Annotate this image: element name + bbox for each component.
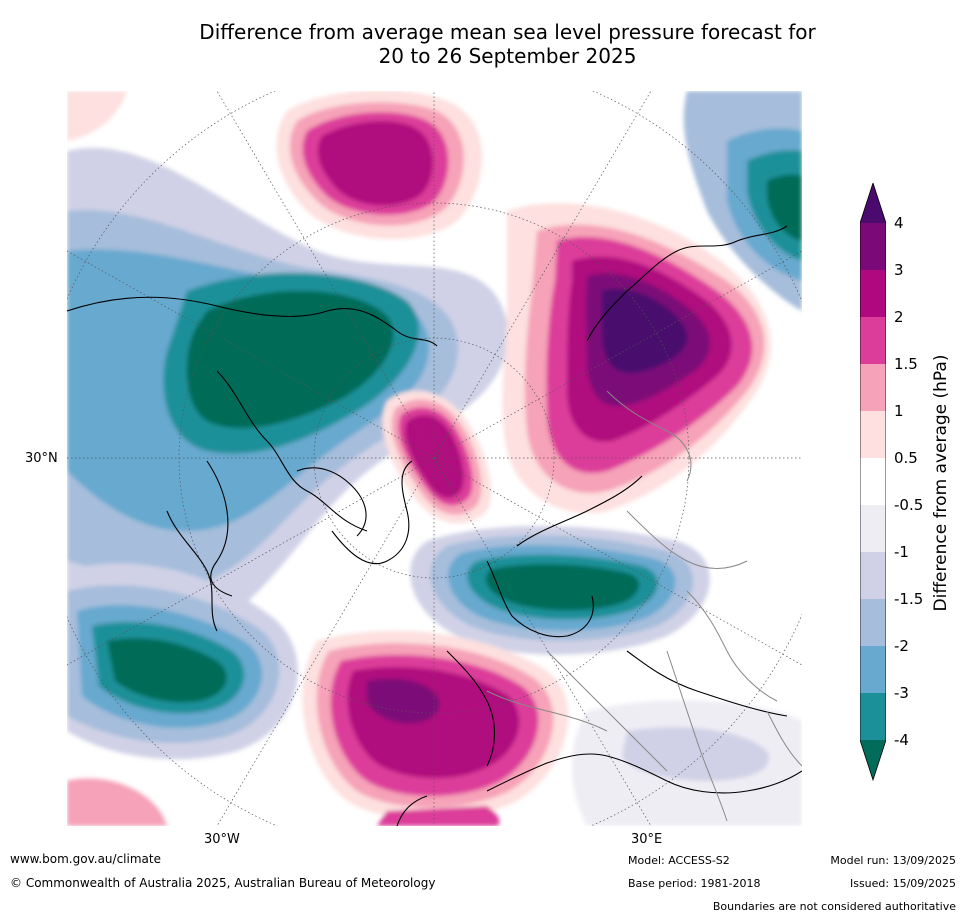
coastlines [67,225,802,826]
website-link[interactable]: www.bom.gov.au/climate [10,852,161,866]
colorbar-band [860,223,886,270]
colorbar-tick-label: -1.5 [894,590,924,608]
colorbar-tick-label: 1.5 [894,355,918,373]
base-period: Base period: 1981-2018 [628,877,761,890]
copyright-notice: © Commonwealth of Australia 2025, Austra… [10,876,436,890]
colorbar-tick-label: 1 [894,402,904,420]
colorbar-title: Difference from average (hPa) [931,354,951,612]
colorbar-tick-label: -3 [894,684,909,702]
colorbar-band [860,693,886,740]
colorbar-band [860,646,886,693]
colorbar-max-arrow [860,183,886,223]
colorbar-tick-label: 4 [894,214,904,232]
model-name: Model: ACCESS-S2 [628,854,730,867]
colorbar-band [860,270,886,317]
boundaries-disclaimer: Boundaries are not considered authoritat… [712,900,956,913]
lon-label-30e: 30°E [631,832,663,847]
colorbar-min-arrow [860,740,886,780]
lat-label-30n: 30°N [25,451,58,466]
country-boundaries [486,390,802,822]
colorbar-tick-label: -1 [894,543,909,561]
colorbar-tick-label: -0.5 [894,496,924,514]
anomaly-contours [67,91,802,826]
colorbar-band [860,552,886,599]
colorbar-tick-label: -4 [894,731,909,749]
pressure-anomaly-map[interactable] [67,91,802,826]
colorbar-band [860,599,886,646]
colorbar-band [860,505,886,552]
model-run-date: Model run: 13/09/2025 [830,854,956,867]
colorbar-tick-label: 3 [894,261,904,279]
title-line-1: Difference from average mean sea level p… [199,20,816,44]
colorbar-band [860,364,886,411]
colorbar-band [860,317,886,364]
lon-label-30w: 30°W [204,832,240,847]
graticule-lines [67,91,802,826]
colorbar [859,181,887,783]
colorbar-tick-label: 2 [894,308,904,326]
colorbar-tick-label: 0.5 [894,449,918,467]
title-line-2: 20 to 26 September 2025 [378,44,637,68]
map-title: Difference from average mean sea level p… [0,20,965,68]
colorbar-band [860,458,886,505]
colorbar-tick-label: -2 [894,637,909,655]
colorbar-band [860,411,886,458]
issued-date: Issued: 15/09/2025 [849,877,956,890]
